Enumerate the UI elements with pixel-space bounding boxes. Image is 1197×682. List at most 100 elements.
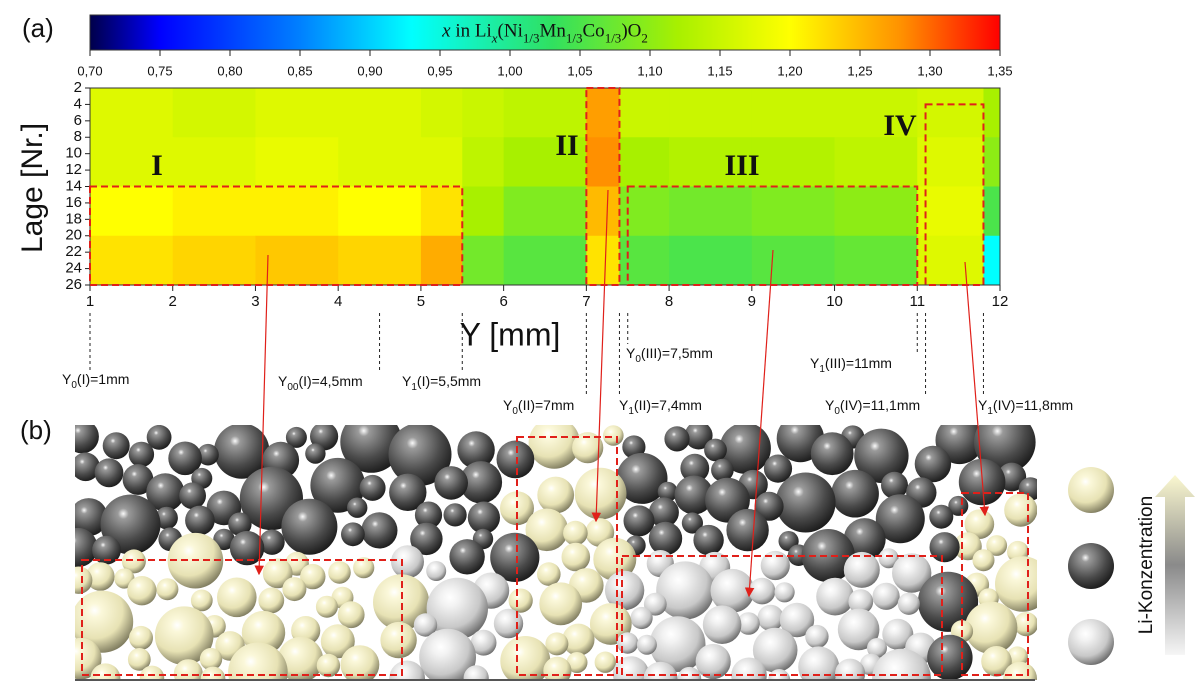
heatmap-cell — [420, 137, 463, 187]
x-tick-label: 7 — [582, 293, 590, 310]
particle — [493, 608, 524, 639]
x-tick-label: 9 — [748, 293, 756, 310]
particle — [155, 506, 178, 530]
heatmap-cell — [983, 186, 1001, 237]
particle — [561, 542, 591, 572]
label-part: (I)=1mm — [77, 371, 130, 387]
label-part: (II)=7,4mm — [634, 397, 702, 413]
title-part: 1/3 — [605, 31, 622, 46]
particle-region-box — [621, 555, 943, 676]
y-axis-title: Lage [Nr.] — [16, 123, 49, 253]
particle — [459, 461, 503, 504]
heatmap-cell — [338, 88, 422, 138]
particle — [389, 660, 425, 680]
panel-label: (a) — [22, 13, 54, 43]
title-part: x — [491, 31, 498, 46]
particle — [763, 454, 793, 483]
x-axis-title: Y [mm] — [460, 316, 561, 352]
particle — [213, 528, 235, 551]
particle — [636, 634, 657, 655]
heatmap-cell — [586, 88, 620, 138]
heatmap-cell — [917, 137, 984, 187]
particle — [122, 464, 154, 495]
y-tick-label: 8 — [74, 128, 82, 145]
particle — [537, 562, 561, 586]
label-part: Y — [626, 345, 636, 361]
particle — [562, 623, 595, 656]
particle — [310, 457, 366, 513]
particle — [199, 647, 223, 671]
heatmap-cell — [338, 235, 422, 286]
particle — [711, 458, 734, 482]
y-tick-label: 10 — [65, 145, 82, 162]
region-label: IV — [883, 109, 917, 142]
colorbar-tick-label: 1,20 — [777, 63, 802, 78]
heatmap-cell — [255, 88, 339, 138]
label-part: 1 — [411, 382, 417, 393]
particle — [892, 553, 932, 593]
particle — [539, 582, 583, 626]
particle — [648, 497, 679, 528]
heatmap-cell — [420, 186, 463, 237]
heatmap-cell — [90, 186, 174, 237]
x-tick-label: 4 — [334, 293, 342, 310]
particle — [649, 616, 706, 672]
particle — [872, 648, 931, 680]
particle-region-box — [516, 436, 618, 676]
colorbar-tick-label: 0,75 — [147, 63, 172, 78]
particle — [594, 651, 616, 673]
colorbar-tick-label: 0,70 — [77, 63, 102, 78]
label-part: (III)=7,5mm — [641, 345, 713, 361]
label-part: Y — [825, 397, 835, 413]
region-box — [626, 185, 919, 286]
heatmap-cell — [917, 88, 984, 138]
heatmap-cell — [586, 137, 620, 187]
label-part: (IV)=11,1mm — [840, 397, 920, 413]
colorbar-tick-label: 0,85 — [287, 63, 312, 78]
heatmap-cell — [420, 88, 463, 138]
title-part: in Li — [451, 21, 492, 42]
particle — [964, 509, 995, 539]
particle — [929, 504, 954, 529]
particle — [622, 435, 646, 459]
label-part: 0 — [512, 406, 518, 417]
particle — [914, 445, 952, 483]
particle — [616, 632, 639, 654]
x-tick-label: 3 — [251, 293, 259, 310]
particle — [854, 428, 909, 483]
particle — [929, 532, 960, 563]
particle — [816, 577, 854, 616]
particle — [426, 577, 488, 640]
particle — [948, 495, 969, 516]
particle — [693, 524, 724, 556]
heatmap-cell — [669, 235, 753, 286]
particle — [337, 601, 365, 629]
particle — [616, 452, 668, 504]
label-part: (IV)=11,8mm — [993, 397, 1073, 413]
label-part: Y — [619, 397, 629, 413]
particle — [229, 530, 265, 566]
heatmap-cell — [834, 235, 918, 286]
legend-sphere — [1068, 467, 1114, 513]
region-label: II — [555, 129, 578, 162]
particle — [1004, 493, 1037, 527]
particle — [154, 606, 214, 665]
particle — [757, 604, 784, 632]
heatmap-cell — [834, 137, 918, 187]
particle — [681, 512, 704, 534]
title-part: Co — [583, 21, 605, 42]
heatmap-cell — [462, 235, 505, 286]
particle — [463, 665, 489, 680]
legend: Li-Konzentration — [1068, 467, 1195, 665]
particle — [927, 634, 973, 680]
particle — [490, 532, 540, 583]
heatmap: x in Lix(Ni1/3Mn1/3Co1/3)O20,70 0,75 0,80 0… — [65, 14, 1013, 310]
label-part: 1 — [628, 406, 634, 417]
heatmap-cell — [983, 137, 1001, 187]
particle — [305, 443, 326, 464]
heatmap-cell — [669, 137, 753, 187]
particle — [537, 476, 575, 514]
colorbar-tick-label: 1,25 — [847, 63, 872, 78]
particle — [831, 469, 879, 518]
particle — [810, 432, 854, 476]
